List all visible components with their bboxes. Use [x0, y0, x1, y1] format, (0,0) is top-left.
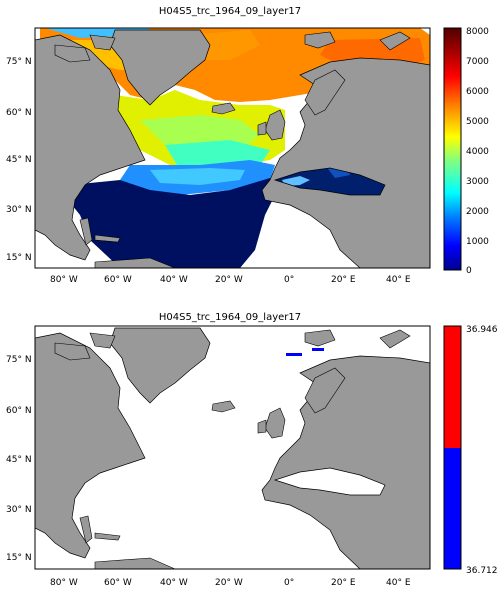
p1-lon-tick-40w: 40° W	[160, 275, 188, 285]
cb1-tick-4000: 4000	[466, 147, 489, 157]
cb1-tick-8000: 8000	[466, 27, 489, 37]
p1-lat-tick-30: 30° N	[6, 205, 32, 215]
p2-lat-tick-15: 15° N	[6, 553, 32, 563]
cb2-tick-max: 36.946	[466, 325, 498, 335]
panel2-colorbar-red	[444, 326, 461, 448]
p2-lon-tick-80w: 80° W	[50, 578, 78, 588]
p1-lon-tick-60w: 60° W	[104, 275, 132, 285]
land-eurasia-africa	[261, 57, 430, 268]
panel2-colorbar-ticks: 36.946 36.712	[466, 325, 498, 576]
p1-lon-tick-0: 0°	[284, 275, 294, 285]
p2-lon-tick-20w: 20° W	[215, 578, 243, 588]
panel2-frame	[34, 325, 431, 570]
p2-lon-tick-40e: 40° E	[386, 578, 411, 588]
panel2-lat-axis: 75° N 60° N 45° N 30° N 15° N	[6, 355, 32, 563]
cb1-tick-1000: 1000	[466, 237, 489, 247]
p2-lat-tick-45: 45° N	[6, 455, 32, 465]
data-field-south	[68, 178, 275, 268]
panel1-lon-axis: 80° W 60° W 40° W 20° W 0° 20° E 40° E	[50, 275, 411, 285]
panel2-colorbar	[443, 325, 462, 570]
p1-lat-tick-60: 60° N	[6, 108, 32, 118]
p2-lat-tick-60: 60° N	[6, 406, 32, 416]
cb1-tick-0: 0	[466, 266, 472, 276]
panel1-colorbar-ticks: 8000 7000 6000 5000 4000 3000 2000 1000 …	[466, 27, 489, 276]
p2-lat-tick-75: 75° N	[6, 355, 32, 365]
p1-lon-tick-20w: 20° W	[215, 275, 243, 285]
map-panel-1	[35, 28, 430, 268]
cb1-tick-5000: 5000	[466, 117, 489, 127]
cb1-tick-2000: 2000	[466, 207, 489, 217]
panel2-lon-axis: 80° W 60° W 40° W 20° W 0° 20° E 40° E	[50, 578, 411, 588]
land-greenland	[109, 29, 211, 106]
p2-data-mark-2	[312, 348, 324, 351]
panel1-title: H04S5_trc_1964_09_layer17	[158, 6, 302, 17]
land-north-america	[35, 34, 146, 261]
p1-lat-tick-15: 15° N	[6, 253, 32, 263]
cb1-tick-3000: 3000	[466, 177, 489, 187]
cb2-tick-min: 36.712	[466, 566, 498, 576]
p2-lat-tick-30: 30° N	[6, 505, 32, 515]
panel1-frame	[34, 27, 431, 269]
map-panel-2	[35, 326, 430, 569]
cb1-tick-7000: 7000	[466, 57, 489, 67]
panel2-title: H04S5_trc_1964_09_layer17	[158, 312, 302, 323]
p2-lon-tick-40w: 40° W	[160, 578, 188, 588]
p2-lon-tick-20e: 20° E	[331, 578, 356, 588]
p1-lat-tick-75: 75° N	[6, 57, 32, 67]
cb1-tick-6000: 6000	[466, 87, 489, 97]
p1-lat-tick-45: 45° N	[6, 155, 32, 165]
panel1-colorbar	[443, 27, 462, 271]
p2-data-mark-1	[286, 353, 302, 356]
p1-lon-tick-40e: 40° E	[386, 275, 411, 285]
p2-lon-tick-0: 0°	[284, 578, 294, 588]
panel1-lat-axis: 75° N 60° N 45° N 30° N 15° N	[6, 57, 32, 263]
p1-lon-tick-20e: 20° E	[331, 275, 356, 285]
panel2-colorbar-blue	[444, 448, 461, 569]
p2-lon-tick-60w: 60° W	[104, 578, 132, 588]
p1-lon-tick-80w: 80° W	[50, 275, 78, 285]
